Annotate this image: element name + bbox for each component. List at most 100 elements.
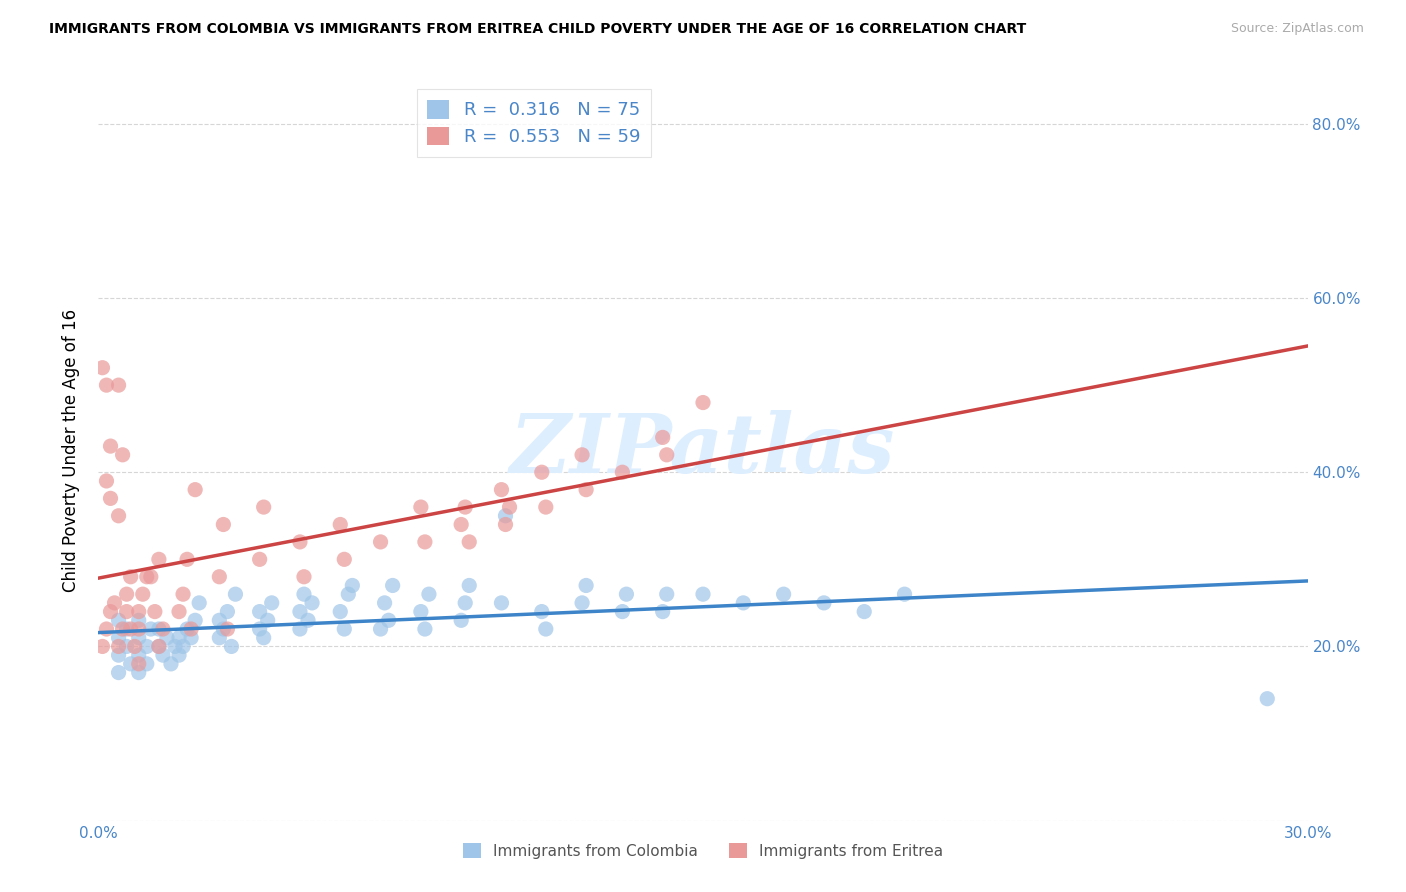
Point [152, 622, 174, 636]
Point [152, 648, 174, 662]
Point [651, 605, 673, 619]
Point [381, 578, 404, 592]
Point [571, 596, 593, 610]
Point [217, 622, 239, 636]
Y-axis label: Child Poverty Under the Age of 16: Child Poverty Under the Age of 16 [62, 309, 80, 592]
Point [458, 578, 481, 592]
Point [135, 570, 157, 584]
Point [333, 622, 356, 636]
Point [651, 430, 673, 444]
Point [377, 613, 399, 627]
Point [128, 657, 150, 671]
Point [172, 587, 194, 601]
Point [495, 508, 517, 523]
Point [655, 448, 678, 462]
Point [124, 640, 146, 654]
Point [495, 517, 517, 532]
Point [370, 535, 392, 549]
Point [454, 500, 477, 514]
Point [107, 613, 129, 627]
Point [409, 500, 432, 514]
Point [128, 648, 150, 662]
Point [575, 578, 598, 592]
Point [132, 587, 155, 601]
Point [491, 483, 513, 497]
Point [135, 640, 157, 654]
Point [115, 622, 138, 636]
Point [733, 596, 755, 610]
Point [208, 631, 231, 645]
Point [91, 360, 114, 375]
Point [176, 552, 198, 566]
Point [100, 491, 122, 506]
Point [337, 587, 360, 601]
Point [813, 596, 835, 610]
Point [107, 378, 129, 392]
Point [107, 640, 129, 654]
Point [491, 596, 513, 610]
Point [249, 622, 271, 636]
Point [217, 605, 239, 619]
Point [167, 605, 190, 619]
Point [413, 535, 436, 549]
Point [111, 448, 134, 462]
Point [148, 622, 170, 636]
Point [288, 535, 311, 549]
Point [575, 483, 598, 497]
Point [292, 570, 315, 584]
Point [100, 439, 122, 453]
Point [148, 640, 170, 654]
Point [184, 613, 207, 627]
Point [333, 552, 356, 566]
Point [148, 640, 170, 654]
Point [156, 631, 179, 645]
Point [374, 596, 396, 610]
Point [107, 508, 129, 523]
Point [180, 622, 202, 636]
Point [413, 622, 436, 636]
Point [256, 613, 278, 627]
Point [184, 483, 207, 497]
Point [167, 631, 190, 645]
Point [115, 587, 138, 601]
Point [530, 605, 553, 619]
Point [253, 500, 276, 514]
Point [534, 622, 557, 636]
Point [208, 570, 231, 584]
Point [249, 552, 271, 566]
Point [180, 631, 202, 645]
Point [103, 596, 125, 610]
Point [612, 465, 634, 479]
Point [454, 596, 477, 610]
Point [853, 605, 876, 619]
Point [370, 622, 392, 636]
Point [111, 622, 134, 636]
Point [329, 517, 352, 532]
Legend: Immigrants from Colombia, Immigrants from Eritrea: Immigrants from Colombia, Immigrants fro… [457, 837, 949, 865]
Point [139, 622, 162, 636]
Point [107, 648, 129, 662]
Point [100, 605, 122, 619]
Text: ZIPatlas: ZIPatlas [510, 410, 896, 491]
Point [450, 517, 472, 532]
Point [160, 657, 183, 671]
Point [292, 587, 315, 601]
Point [135, 657, 157, 671]
Point [128, 622, 150, 636]
Point [128, 613, 150, 627]
Point [221, 640, 243, 654]
Point [96, 378, 118, 392]
Point [176, 622, 198, 636]
Point [288, 605, 311, 619]
Point [139, 570, 162, 584]
Point [120, 622, 142, 636]
Point [655, 587, 678, 601]
Point [96, 622, 118, 636]
Point [458, 535, 481, 549]
Point [91, 640, 114, 654]
Point [128, 665, 150, 680]
Point [534, 500, 557, 514]
Point [128, 631, 150, 645]
Point [172, 640, 194, 654]
Point [208, 613, 231, 627]
